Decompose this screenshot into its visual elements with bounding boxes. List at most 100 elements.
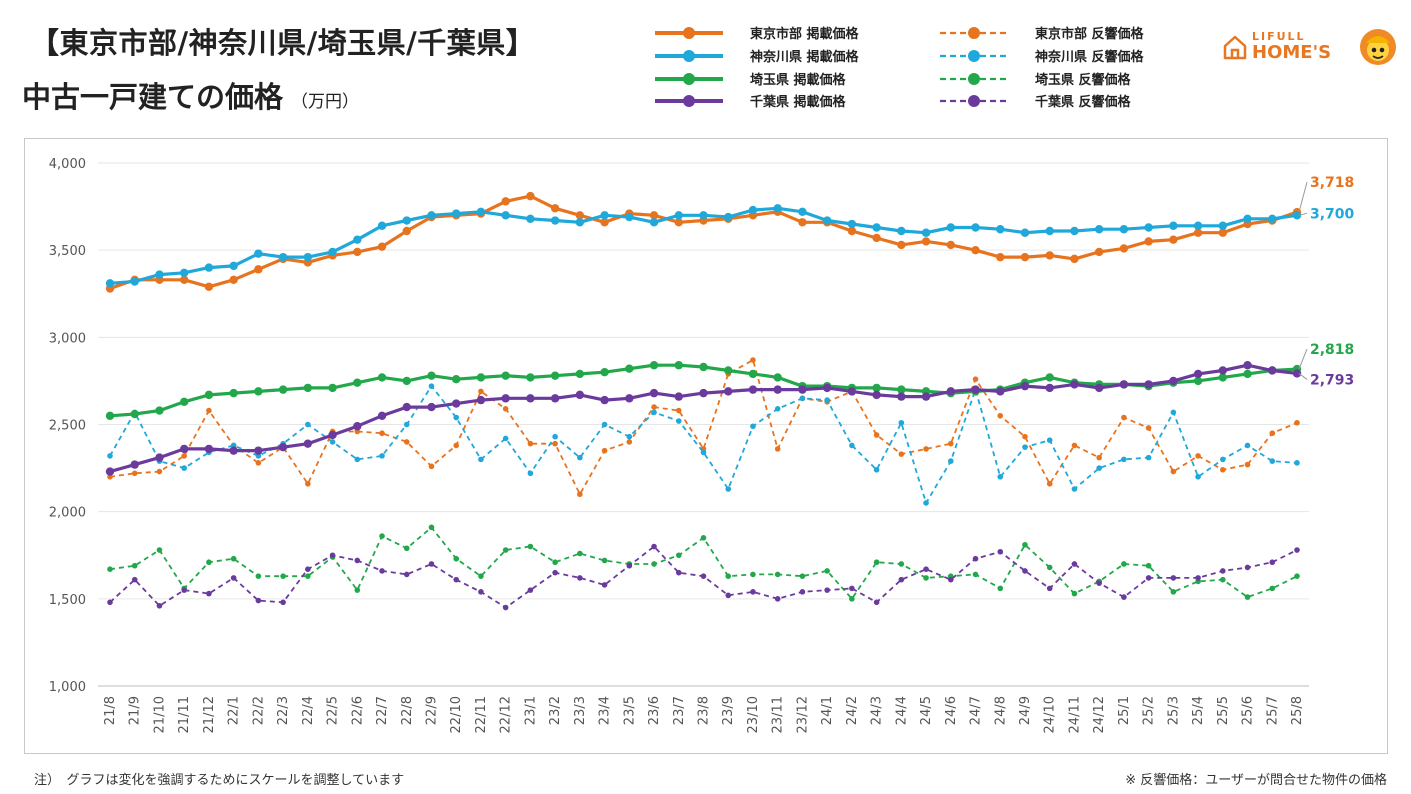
data-point (502, 604, 509, 611)
x-tick-label: 22/4 (301, 696, 316, 725)
data-point (1220, 467, 1226, 473)
data-point (130, 460, 139, 469)
data-point (898, 419, 905, 426)
data-point (353, 422, 362, 431)
data-point (402, 216, 411, 225)
data-point (626, 439, 633, 445)
data-point (1020, 252, 1030, 262)
data-point (179, 275, 189, 285)
data-point (181, 587, 187, 593)
data-point (328, 247, 337, 257)
data-point (972, 571, 979, 578)
data-point (577, 454, 583, 461)
data-point (552, 559, 558, 566)
data-point (155, 270, 164, 279)
x-tick-label: 24/3 (870, 696, 885, 725)
x-tick-label: 24/6 (944, 696, 959, 725)
data-point (328, 383, 337, 393)
footnote-left: 注） グラフは変化を強調するためにスケールを調整しています (34, 773, 405, 788)
data-point (552, 433, 558, 440)
data-point (649, 388, 659, 398)
data-point (1121, 594, 1127, 600)
data-point (798, 385, 807, 394)
data-point (155, 453, 164, 462)
data-point (799, 589, 806, 595)
end-label-leader (1298, 373, 1308, 380)
data-point (476, 207, 486, 217)
x-tick-label: 24/1 (820, 696, 835, 725)
data-point (799, 395, 806, 402)
y-tick-label: 4,000 (49, 157, 86, 172)
house-outline-icon (1223, 35, 1247, 60)
data-point (1119, 380, 1129, 389)
data-point (155, 406, 164, 415)
data-point (750, 357, 756, 363)
legend-entry-7: 埼玉県 反響価格 (940, 72, 1132, 88)
data-point (254, 249, 263, 258)
data-point (550, 216, 560, 225)
series-line (109, 194, 1298, 291)
x-tick-label: 22/12 (499, 696, 514, 733)
x-tick-label: 22/2 (251, 696, 266, 725)
data-point (204, 390, 214, 400)
data-point (748, 369, 758, 379)
data-point (1094, 225, 1104, 234)
data-point (107, 453, 113, 459)
data-point (527, 440, 534, 447)
data-point (774, 406, 781, 412)
data-point (625, 394, 634, 403)
data-point (799, 573, 806, 579)
data-point (1071, 486, 1078, 492)
data-point (1145, 454, 1152, 461)
data-point (403, 439, 410, 445)
data-point (946, 240, 955, 250)
legend-marker (968, 73, 980, 85)
data-point (1218, 228, 1228, 237)
legend-label: 東京市部 反響価格 (1035, 26, 1145, 42)
data-point (1170, 589, 1177, 595)
data-point (1046, 585, 1053, 592)
data-point (1195, 474, 1201, 480)
legend-entry-4: 千葉県 掲載価格 (655, 94, 847, 110)
data-point (502, 435, 509, 442)
x-tick-label: 24/9 (1018, 696, 1033, 725)
data-point (329, 439, 336, 445)
data-point (1094, 383, 1104, 393)
legend-entry-8: 千葉県 反響価格 (940, 94, 1132, 110)
data-point (996, 387, 1005, 396)
data-point (1070, 226, 1079, 236)
chart-title-main: 中古一戸建ての価格 (22, 80, 284, 114)
end-value-label: 3,700 (1310, 206, 1355, 222)
data-point (403, 571, 410, 578)
data-point (305, 573, 311, 579)
data-point (305, 566, 311, 572)
data-point (1294, 573, 1300, 579)
data-point (501, 211, 510, 220)
data-point (526, 214, 535, 223)
data-point (403, 545, 410, 552)
data-point (280, 599, 286, 606)
data-point (921, 237, 931, 246)
data-point (1218, 373, 1228, 382)
data-point (1220, 576, 1226, 583)
data-point (428, 463, 435, 470)
data-point (453, 576, 460, 583)
x-tick-label: 22/5 (326, 696, 341, 725)
data-point (1170, 468, 1177, 475)
data-point (1170, 409, 1177, 416)
data-point (625, 212, 634, 222)
data-point (651, 561, 657, 567)
data-point (377, 411, 387, 420)
data-point (600, 211, 609, 220)
data-point (921, 228, 931, 237)
data-point (353, 235, 362, 244)
x-tick-label: 23/5 (622, 696, 637, 725)
data-point (107, 599, 113, 606)
data-point (527, 587, 534, 593)
data-point (255, 460, 262, 466)
data-point (1070, 254, 1079, 264)
data-point (552, 440, 558, 447)
legend-marker (683, 50, 695, 62)
data-point (1094, 247, 1104, 257)
data-point (377, 373, 387, 382)
